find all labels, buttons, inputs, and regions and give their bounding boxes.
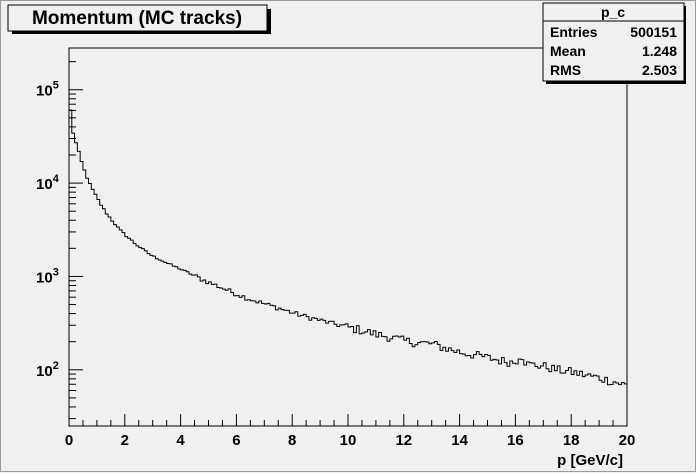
x-tick-label: 8: [288, 432, 296, 449]
stats-box-shadow-right: [684, 6, 686, 84]
stats-mean-value: 1.248: [642, 43, 677, 59]
stats-box-frame: [542, 2, 685, 82]
title-box-shadow: [12, 31, 271, 34]
x-axis-title: p [GeV/c]: [557, 452, 623, 469]
y-tick-label-base: 10: [36, 83, 53, 100]
y-tick-label-exponent: 4: [53, 173, 60, 185]
y-tick-label-base: 10: [36, 363, 53, 380]
title-box: [7, 4, 268, 32]
stats-entries-label: Entries: [550, 24, 598, 40]
y-tick-label-base: 10: [36, 269, 53, 286]
y-tick-label: 105: [36, 80, 59, 100]
stats-mean-label: Mean: [550, 43, 586, 59]
x-tick-label: 6: [232, 432, 240, 449]
y-tick-label: 103: [36, 266, 59, 286]
x-tick-label: 2: [121, 432, 129, 449]
chart-title: Momentum (MC tracks): [32, 8, 242, 29]
title-box-shadow-right: [267, 9, 271, 34]
y-tick-label-exponent: 2: [53, 360, 59, 372]
x-tick-label: 10: [340, 432, 357, 449]
y-tick-label-exponent: 3: [53, 266, 59, 278]
x-tick-label: 0: [65, 432, 73, 449]
plot-frame: [68, 47, 628, 427]
x-tick-label: 14: [451, 432, 468, 449]
x-tick-label: 18: [563, 432, 580, 449]
stats-rms-value: 2.503: [642, 62, 677, 78]
x-tick-label: 20: [619, 432, 636, 449]
y-tick-label-base: 10: [36, 176, 53, 193]
y-tick-label-exponent: 5: [53, 80, 59, 92]
stats-box: p_c Entries 500151 Mean 1.248 RMS 2.503: [542, 2, 686, 84]
x-axis-ticks: 0 2 4 6 8 10 12 14 16 18 20: [65, 414, 636, 449]
stats-entries-value: 500151: [630, 24, 677, 40]
x-tick-label: 12: [395, 432, 412, 449]
stats-box-name: p_c: [601, 4, 625, 20]
x-tick-label: 4: [176, 432, 185, 449]
y-tick-label: 104: [36, 173, 60, 193]
y-tick-label: 102: [36, 360, 59, 380]
x-tick-label: 16: [507, 432, 524, 449]
stats-rms-label: RMS: [550, 62, 581, 78]
stats-box-shadow: [546, 81, 686, 84]
histogram-line: [68, 109, 627, 426]
